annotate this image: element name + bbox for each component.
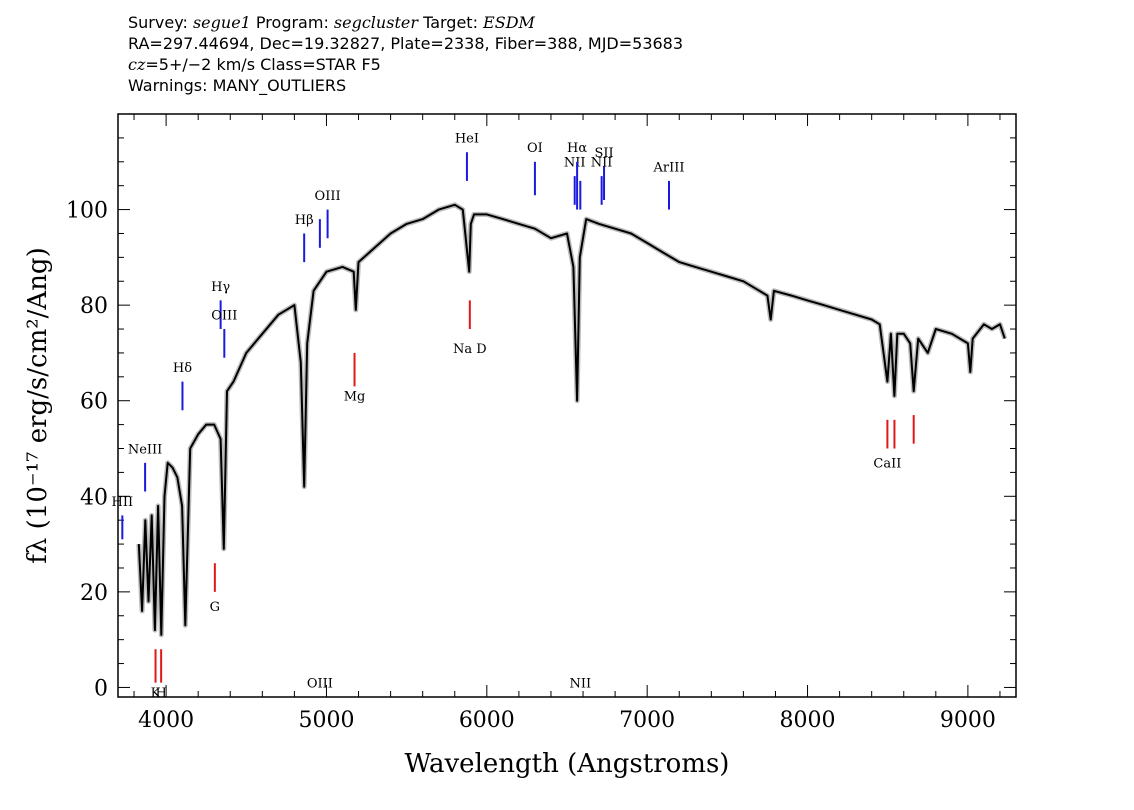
y-tick-label: 0 bbox=[94, 676, 108, 701]
target-label: Target: bbox=[417, 13, 484, 32]
tick-labels: 4000 5000 6000 7000 8000 9000 0 20 40 60 80 100 bbox=[66, 199, 996, 733]
emission-line-label: Hγ bbox=[211, 280, 230, 295]
absorption-line-label: Mg bbox=[344, 390, 366, 405]
spectrum-series bbox=[136, 202, 1008, 638]
header-line-coordinates: RA=297.44694, Dec=19.32827, Plate=2338, … bbox=[128, 34, 684, 53]
y-tick-label: 40 bbox=[80, 485, 108, 510]
survey-value: segue1 bbox=[192, 13, 251, 32]
program-label: Program: bbox=[250, 13, 334, 32]
emission-line-label: Hβ bbox=[295, 213, 314, 228]
y-tick-label: 60 bbox=[80, 390, 108, 415]
emission-line-label: NII bbox=[569, 676, 591, 691]
absorption-line-label: Na D bbox=[453, 342, 487, 357]
plot-border bbox=[117, 113, 1017, 698]
emission-line-label: Hα bbox=[567, 141, 587, 156]
emission-line-label: OIII bbox=[315, 189, 341, 204]
spectrum-flux-line bbox=[137, 203, 1006, 636]
x-tick-label: 5000 bbox=[298, 708, 354, 733]
plot-frame bbox=[117, 113, 1017, 698]
redshift-class-text: =5+/−2 km/s Class=STAR F5 bbox=[145, 55, 381, 74]
emission-line-label: HII bbox=[112, 495, 134, 510]
absorption-line-label: CaII bbox=[873, 457, 901, 472]
x-tick-label: 6000 bbox=[459, 708, 515, 733]
x-tick-label: 4000 bbox=[138, 708, 194, 733]
target-value: ESDM bbox=[483, 13, 535, 32]
absorption-line-label: H bbox=[155, 686, 166, 701]
header-line-redshift: cz=5+/−2 km/s Class=STAR F5 bbox=[128, 54, 683, 75]
y-tick-label: 100 bbox=[66, 199, 108, 224]
x-axis-label: Wavelength (Angstroms) bbox=[405, 749, 730, 779]
y-tick-label: 20 bbox=[80, 581, 108, 606]
absorption-line-label: G bbox=[210, 600, 220, 615]
y-tick-label: 80 bbox=[80, 294, 108, 319]
spectral-line-markers: HIINeIIIHδHγOIIIHβOIIIOIIIHeIOINIIHαNIIN… bbox=[112, 132, 915, 701]
emission-line-label: ArIII bbox=[652, 160, 684, 175]
survey-label: Survey: bbox=[128, 13, 193, 32]
x-tick-label: 9000 bbox=[940, 708, 996, 733]
emission-line-label: Hδ bbox=[173, 361, 192, 376]
header-line-survey: Survey: segue1 Program: segcluster Targe… bbox=[128, 12, 683, 33]
emission-line-label: OIII bbox=[211, 308, 237, 323]
emission-line-label: OIII bbox=[307, 676, 333, 691]
program-value: segcluster bbox=[333, 13, 418, 32]
x-tick-label: 8000 bbox=[780, 708, 836, 733]
header-line-warnings: Warnings: MANY_OUTLIERS bbox=[128, 76, 347, 95]
emission-line-label: NeIII bbox=[128, 442, 162, 457]
emission-line-label: HeI bbox=[455, 132, 479, 147]
absorption-line-label: K bbox=[151, 686, 161, 701]
y-axis-label: fλ (10⁻¹⁷ erg/s/cm²/Ang) bbox=[23, 247, 53, 563]
emission-line-label: NII bbox=[564, 156, 586, 171]
emission-line-label: SII bbox=[594, 146, 613, 161]
spectrum-header: Survey: segue1 Program: segcluster Targe… bbox=[128, 12, 683, 96]
axis-ticks bbox=[118, 114, 1016, 697]
x-tick-label: 7000 bbox=[619, 708, 675, 733]
emission-line-label: NII bbox=[591, 156, 613, 171]
cz-symbol: cz bbox=[128, 55, 146, 74]
emission-line-label: OI bbox=[527, 141, 543, 156]
spectrum-error-band bbox=[136, 202, 1008, 638]
